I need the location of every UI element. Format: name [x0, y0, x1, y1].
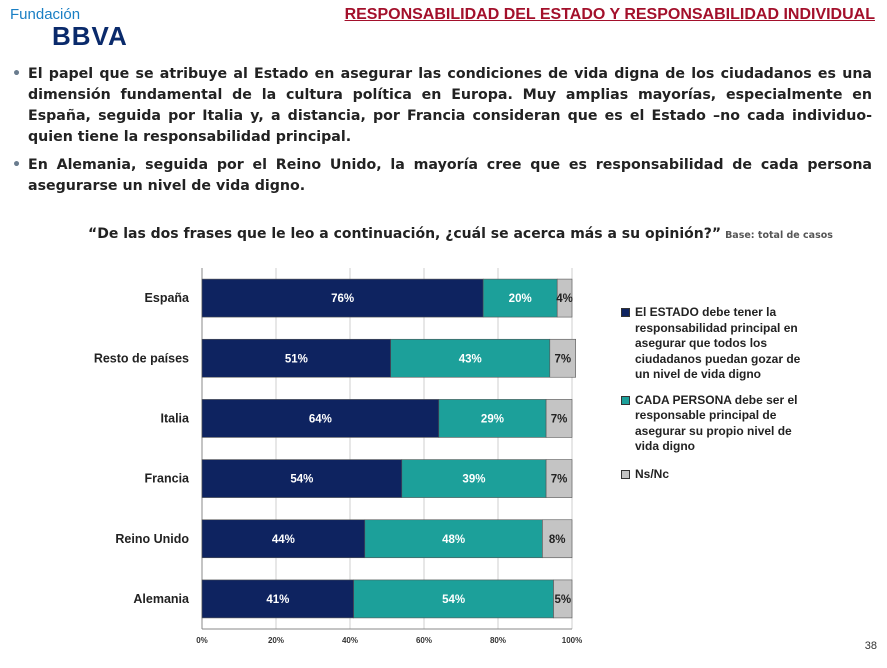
data-label: 5%: [554, 594, 571, 606]
data-label: 39%: [462, 474, 485, 486]
legend-label: El ESTADO debe tener la responsabilidad …: [635, 305, 801, 381]
bullet-item: El papel que se atribuye al Estado en as…: [10, 64, 872, 148]
category-label: Italia: [161, 411, 191, 425]
bullet-item: En Alemania, seguida por el Reino Unido,…: [10, 155, 872, 197]
bar-estado: [201, 338, 391, 378]
bar-estado: [201, 278, 484, 318]
x-tick-label: 80%: [490, 636, 506, 645]
data-label: 43%: [459, 353, 482, 365]
bar-nsnc: [545, 459, 573, 498]
x-tick-label: 100%: [562, 636, 582, 645]
data-label: 41%: [266, 594, 289, 606]
logo: Fundación BBVA: [10, 6, 128, 49]
bar-nsnc: [542, 519, 573, 559]
question-text: “De las dos frases que le leo a continua…: [88, 226, 722, 242]
bar-nsnc: [553, 579, 573, 619]
data-label: 51%: [285, 353, 308, 365]
bar-estado: [201, 519, 366, 559]
data-label: 44%: [272, 534, 295, 546]
legend-swatch-estado: [621, 308, 630, 317]
data-label: 4%: [556, 293, 573, 305]
legend-item: El ESTADO debe tener la responsabilidad …: [621, 305, 807, 383]
legend-swatch-persona: [621, 395, 630, 405]
data-label: 64%: [309, 413, 332, 425]
base-note: Base: total de casos: [725, 230, 833, 241]
legend-item: Ns/Nc: [621, 467, 807, 483]
page-number: 38: [864, 640, 877, 652]
data-label: 8%: [549, 534, 566, 546]
logo-foundation-text: Fundación: [10, 6, 81, 23]
category-label: Francia: [145, 472, 191, 486]
data-label: 7%: [551, 413, 568, 425]
data-label: 76%: [331, 293, 354, 305]
category-label: Alemania: [133, 592, 190, 606]
bar-nsnc: [545, 399, 573, 438]
category-label: Reino Unido: [115, 532, 189, 546]
bar-nsnc: [549, 338, 576, 378]
legend-item: CADA PERSONA debe ser el responsable pri…: [621, 393, 807, 455]
data-label: 29%: [481, 413, 504, 425]
x-tick-label: 20%: [268, 636, 284, 645]
x-tick-label: 60%: [416, 636, 432, 645]
bar-nsnc: [556, 278, 573, 318]
x-tick-label: 0%: [196, 636, 208, 645]
slide-title: RESPONSABILIDAD DEL ESTADO Y RESPONSABIL…: [344, 6, 875, 23]
bar-persona: [390, 338, 551, 378]
bar-persona: [353, 579, 554, 619]
bar-persona: [401, 459, 547, 498]
bar-persona: [438, 399, 547, 438]
legend-label: Ns/Nc: [635, 466, 670, 481]
data-label: 20%: [509, 293, 532, 305]
bar-estado: [201, 459, 403, 498]
logo-brand-text: BBVA: [52, 21, 128, 51]
category-label: España: [145, 291, 191, 305]
bullet-list: El papel que se atribuye al Estado en as…: [10, 64, 872, 204]
legend-label: CADA PERSONA debe ser el responsable pri…: [635, 392, 798, 454]
data-label: 54%: [442, 594, 465, 606]
data-label: 7%: [554, 353, 571, 365]
x-tick-label: 40%: [342, 636, 358, 645]
legend-swatch-nsnc: [621, 469, 630, 479]
data-label: 7%: [551, 474, 568, 486]
category-label: Resto de países: [94, 351, 189, 365]
data-label: 54%: [290, 474, 313, 486]
data-label: 48%: [442, 534, 465, 546]
chart-legend: El ESTADO debe tener la responsabilidad …: [621, 305, 807, 492]
survey-question: “De las dos frases que le leo a continua…: [88, 226, 833, 242]
stacked-bar-chart: 0% 20% 40% 60% 80% 100% España 76% 20% 4% Resto de…: [94, 268, 582, 645]
